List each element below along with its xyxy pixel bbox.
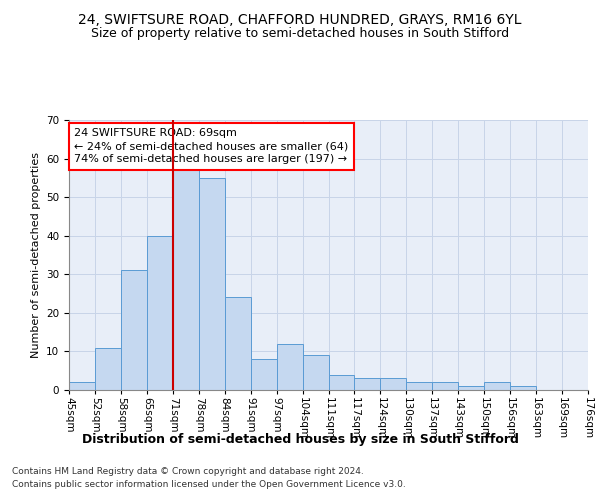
Bar	[458, 386, 484, 390]
Y-axis label: Number of semi-detached properties: Number of semi-detached properties	[31, 152, 41, 358]
Bar	[355, 378, 380, 390]
Text: Size of property relative to semi-detached houses in South Stifford: Size of property relative to semi-detach…	[91, 28, 509, 40]
Text: Contains public sector information licensed under the Open Government Licence v3: Contains public sector information licen…	[12, 480, 406, 489]
Bar	[147, 236, 173, 390]
Text: Contains HM Land Registry data © Crown copyright and database right 2024.: Contains HM Land Registry data © Crown c…	[12, 467, 364, 476]
Bar	[199, 178, 224, 390]
Bar	[173, 162, 199, 390]
Bar	[406, 382, 432, 390]
Bar	[251, 359, 277, 390]
Text: Distribution of semi-detached houses by size in South Stifford: Distribution of semi-detached houses by …	[82, 432, 518, 446]
Bar	[277, 344, 302, 390]
Text: 24 SWIFTSURE ROAD: 69sqm
← 24% of semi-detached houses are smaller (64)
74% of s: 24 SWIFTSURE ROAD: 69sqm ← 24% of semi-d…	[74, 128, 349, 164]
Text: 24, SWIFTSURE ROAD, CHAFFORD HUNDRED, GRAYS, RM16 6YL: 24, SWIFTSURE ROAD, CHAFFORD HUNDRED, GR…	[78, 12, 522, 26]
Bar	[69, 382, 95, 390]
Bar	[121, 270, 147, 390]
Bar	[302, 356, 329, 390]
Bar	[95, 348, 121, 390]
Bar	[433, 382, 458, 390]
Bar	[225, 298, 251, 390]
Bar	[484, 382, 510, 390]
Bar	[510, 386, 536, 390]
Bar	[329, 374, 355, 390]
Bar	[380, 378, 406, 390]
